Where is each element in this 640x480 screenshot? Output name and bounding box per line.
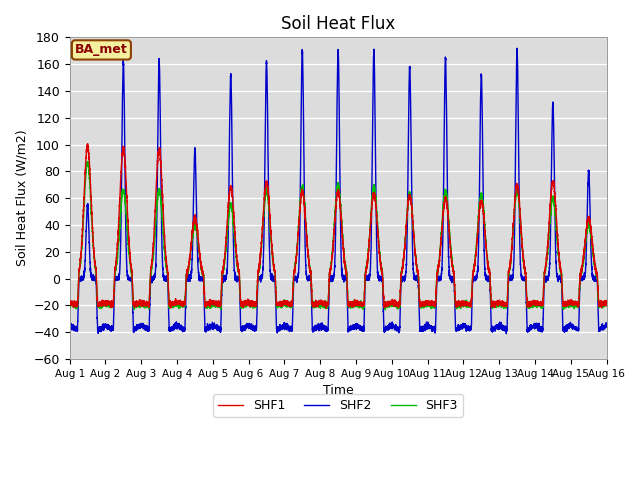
SHF1: [458, 301, 466, 307]
SHF3: [580, 254, 588, 260]
Line: SHF2: SHF2: [70, 48, 607, 334]
SHF3: [248, 301, 256, 307]
SHF1: [248, 299, 256, 305]
Y-axis label: Soil Heat Flux (W/m2): Soil Heat Flux (W/m2): [15, 130, 28, 266]
Legend: SHF1, SHF2, SHF3: SHF1, SHF2, SHF3: [213, 394, 463, 417]
SHF1: [84, 141, 92, 146]
SHF3: [603, 301, 611, 307]
SHF3: [84, 158, 92, 164]
SHF2: [66, 320, 74, 326]
SHF1: [580, 252, 588, 257]
SHF2: [580, 276, 588, 282]
SHF2: [474, 272, 481, 278]
Title: Soil Heat Flux: Soil Heat Flux: [281, 15, 396, 33]
SHF1: [474, 232, 481, 238]
SHF1: [66, 300, 74, 306]
SHF1: [603, 299, 611, 305]
SHF2: [458, 324, 466, 329]
SHF3: [474, 230, 481, 236]
SHF2: [248, 325, 256, 331]
SHF3: [458, 302, 466, 308]
SHF2: [513, 46, 521, 51]
SHF1: [320, 301, 328, 307]
SHF3: [381, 307, 389, 313]
SHF2: [502, 331, 510, 336]
SHF3: [573, 301, 581, 307]
SHF3: [66, 301, 74, 307]
SHF3: [320, 302, 328, 308]
SHF2: [573, 325, 581, 331]
X-axis label: Time: Time: [323, 384, 353, 397]
SHF2: [603, 321, 611, 327]
SHF1: [573, 301, 581, 307]
SHF2: [320, 324, 328, 330]
Text: BA_met: BA_met: [75, 43, 128, 57]
Line: SHF1: SHF1: [70, 144, 607, 308]
SHF1: [323, 305, 330, 311]
Line: SHF3: SHF3: [70, 161, 607, 310]
